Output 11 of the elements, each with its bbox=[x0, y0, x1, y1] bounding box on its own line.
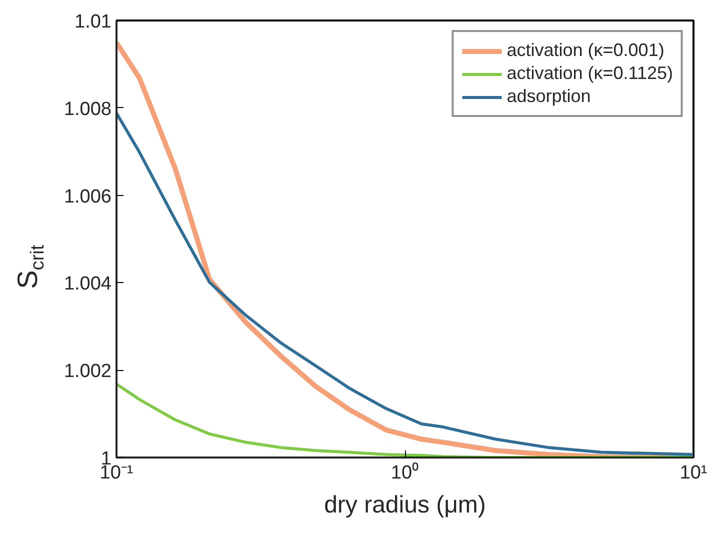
x-tick-label: 10⁰ bbox=[390, 462, 420, 484]
legend-label: activation (κ=0.1125) bbox=[506, 63, 673, 84]
x-axis-title: dry radius (μm) bbox=[324, 492, 486, 518]
legend-label: adsorption bbox=[506, 86, 591, 107]
legend-label: activation (κ=0.001) bbox=[506, 40, 664, 61]
y-tick-label: 1.01 bbox=[74, 12, 112, 32]
y-tick-label: 1.008 bbox=[64, 98, 112, 120]
y-tick-label: 1.002 bbox=[64, 361, 112, 382]
y-tick-label: 1.006 bbox=[64, 186, 112, 208]
y-tick-label: 1.004 bbox=[64, 274, 112, 295]
x-tick-label: 10¹ bbox=[680, 462, 708, 484]
